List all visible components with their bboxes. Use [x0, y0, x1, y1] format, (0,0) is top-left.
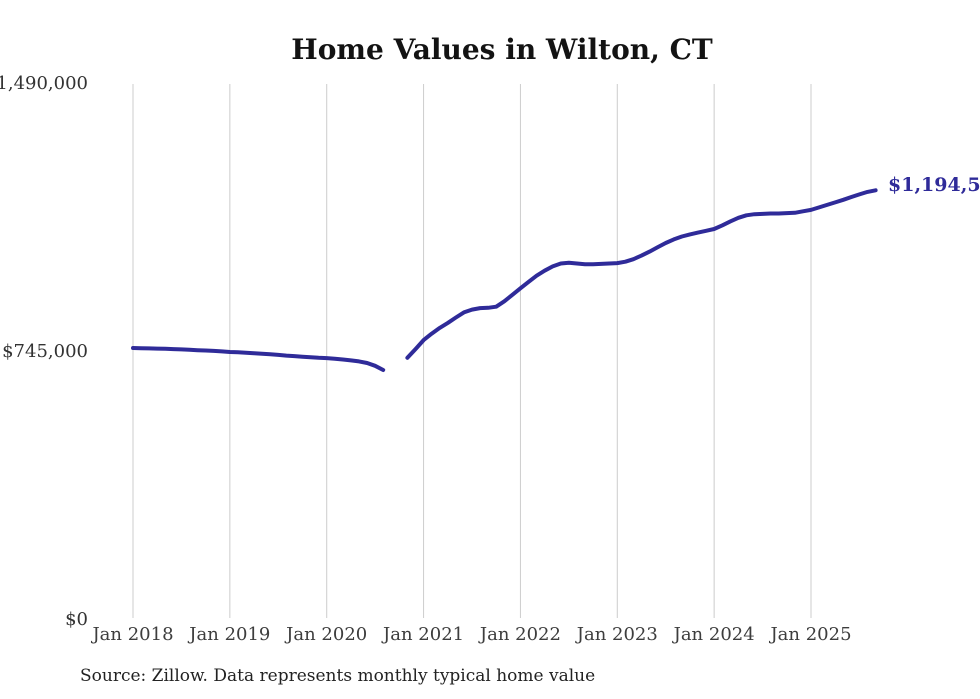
- x-axis-tick-label: Jan 2024: [673, 624, 755, 645]
- x-axis-tick-label: Jan 2023: [576, 624, 658, 645]
- current-value-label: $1,194,567: [888, 174, 980, 196]
- x-axis-tick-label: Jan 2022: [479, 624, 561, 645]
- x-axis-tick-label: Jan 2025: [770, 624, 852, 645]
- line-segment: [131, 346, 386, 372]
- source-note: Source: Zillow. Data represents monthly …: [80, 666, 596, 686]
- y-axis-tick-label: $745,000: [2, 341, 88, 362]
- home-value-line: [131, 188, 878, 372]
- y-axis-tick-label: $0: [65, 609, 88, 630]
- y-axis-tick-label: $1,490,000: [0, 73, 88, 94]
- chart-title: Home Values in Wilton, CT: [291, 33, 713, 66]
- x-axis-tick-label: Jan 2020: [286, 624, 368, 645]
- x-axis-tick-label: Jan 2019: [189, 624, 271, 645]
- x-axis-tick-label: Jan 2018: [92, 624, 174, 645]
- line-segment: [405, 188, 878, 360]
- x-axis-tick-label: Jan 2021: [383, 624, 465, 645]
